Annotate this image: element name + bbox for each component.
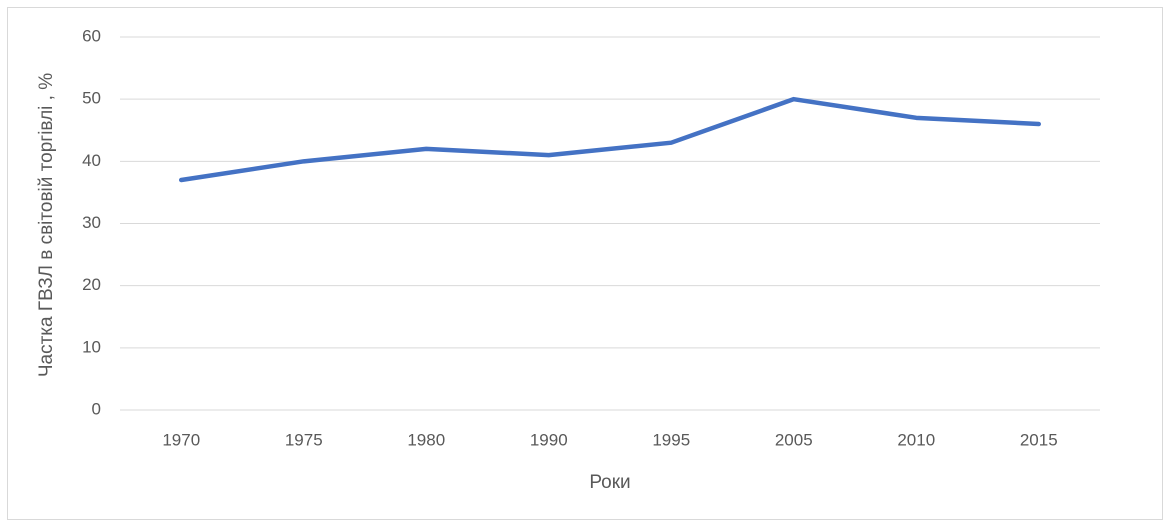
y-tick-label: 30 xyxy=(82,213,101,232)
x-axis-label: Роки xyxy=(589,472,630,493)
x-tick-label: 2010 xyxy=(897,430,935,449)
y-axis-label: Частка ГВЗЛ в світовій торгівлі , % xyxy=(36,73,57,377)
y-tick-label: 20 xyxy=(82,275,101,294)
x-tick-label: 1980 xyxy=(407,430,445,449)
x-tick-label: 1970 xyxy=(162,430,200,449)
x-tick-label: 1995 xyxy=(652,430,690,449)
y-tick-label: 40 xyxy=(82,151,101,170)
chart-border xyxy=(7,7,1163,520)
y-tick-label: 0 xyxy=(92,399,101,418)
x-tick-label: 1990 xyxy=(530,430,568,449)
y-tick-label: 60 xyxy=(82,26,101,45)
x-tick-label: 2005 xyxy=(775,430,813,449)
x-tick-label: 2015 xyxy=(1020,430,1058,449)
x-tick-label: 1975 xyxy=(285,430,323,449)
y-tick-label: 10 xyxy=(82,337,101,356)
y-tick-label: 50 xyxy=(82,89,101,108)
line xyxy=(179,96,1041,183)
